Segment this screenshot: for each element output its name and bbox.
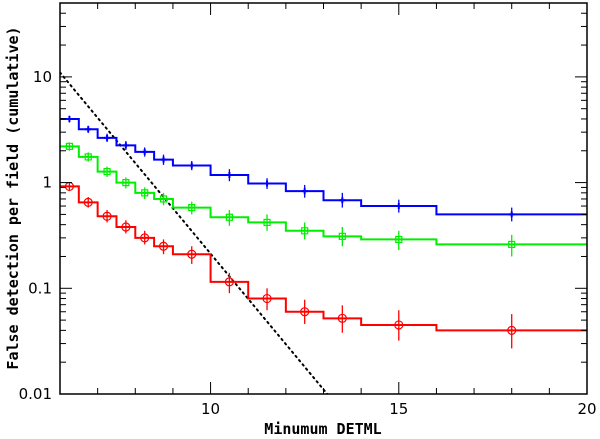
data-point — [508, 240, 516, 249]
data-point — [103, 168, 111, 176]
data-point — [159, 195, 168, 203]
data-point — [160, 156, 167, 163]
data-point — [395, 203, 402, 210]
data-point — [508, 211, 515, 218]
data-point — [83, 197, 93, 207]
reference-dotted-line — [60, 71, 329, 394]
data-point — [394, 320, 404, 330]
x-tick-label: 10 — [201, 400, 220, 418]
data-point — [121, 222, 131, 232]
data-point — [85, 126, 92, 133]
plot-area — [60, 71, 587, 394]
data-point — [122, 142, 129, 149]
series-circle — [60, 181, 587, 349]
data-point — [102, 211, 112, 221]
data-point — [188, 162, 195, 169]
series-cross — [60, 115, 587, 222]
y-tick-label: 10 — [33, 68, 52, 86]
data-point — [337, 313, 347, 323]
x-axis-title: Minumum DETML — [264, 420, 381, 438]
data-point — [104, 134, 111, 141]
series-square — [60, 142, 587, 257]
data-point — [263, 218, 271, 227]
data-point — [225, 213, 233, 221]
y-tick-label: 0.1 — [28, 279, 52, 297]
axes: 10 15 20 0.01 0.1 1 10 — [19, 2, 597, 418]
data-point — [264, 180, 271, 187]
data-point — [65, 142, 74, 150]
y-axis-title: False detection per field (cumulative) — [4, 26, 22, 369]
data-point — [226, 171, 233, 178]
x-tick-label: 15 — [389, 400, 408, 418]
x-tick-label: 20 — [577, 400, 596, 418]
series-step-line — [60, 185, 587, 332]
data-point — [122, 178, 130, 187]
y-tick-label: 1 — [42, 174, 52, 192]
data-point — [507, 325, 517, 335]
data-point — [141, 189, 149, 197]
data-point — [158, 241, 169, 251]
data-point — [84, 153, 92, 161]
data-point — [262, 293, 272, 304]
data-point — [224, 277, 234, 287]
data-point — [188, 203, 196, 212]
data-point — [187, 249, 197, 259]
data-point — [338, 232, 346, 240]
data-point — [301, 227, 309, 235]
data-point — [141, 148, 148, 155]
data-point — [140, 233, 150, 243]
data-point — [300, 307, 310, 317]
data-point — [339, 197, 346, 204]
data-point — [395, 235, 403, 244]
data-point — [66, 115, 73, 122]
data-point — [301, 188, 308, 195]
y-tick-label: 0.01 — [19, 385, 52, 403]
